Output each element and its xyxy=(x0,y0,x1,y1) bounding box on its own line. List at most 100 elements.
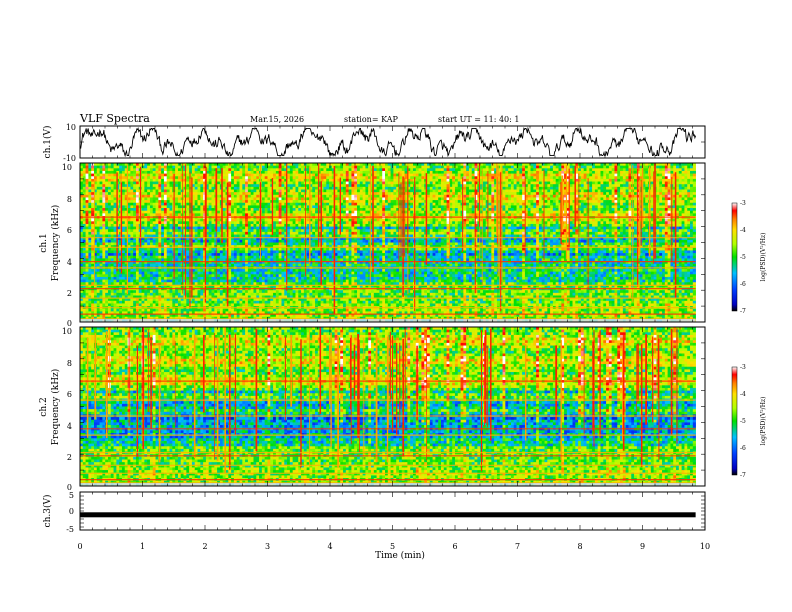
spectrogram-cell xyxy=(133,240,136,243)
spectrogram-cell xyxy=(164,253,167,256)
spectrogram-cell xyxy=(128,171,131,174)
spectrogram-cell xyxy=(147,258,150,261)
spectrogram-cell xyxy=(108,224,111,227)
spectrogram-cell xyxy=(128,211,131,214)
spectrogram-cell xyxy=(156,301,159,304)
spectrogram-cell xyxy=(102,176,105,179)
spectrogram-cell xyxy=(122,224,125,227)
spectrogram-cell xyxy=(122,290,125,293)
spectrogram-cell xyxy=(97,303,100,306)
spectrogram-cell xyxy=(133,243,136,246)
spectrogram-cell xyxy=(147,221,150,224)
spectrogram-cell xyxy=(158,211,161,214)
spectrogram-cell xyxy=(100,182,103,185)
spectrogram-cell xyxy=(108,197,111,200)
spectrogram-cell xyxy=(156,176,159,179)
spectrogram-cell xyxy=(83,264,86,267)
spectrogram-cell xyxy=(114,208,117,211)
spectrogram-cell xyxy=(147,224,150,227)
spectrogram-cell xyxy=(150,200,153,203)
spectrogram-cell xyxy=(153,192,156,195)
spectrogram-cell xyxy=(88,205,91,208)
spectrogram-cell xyxy=(142,303,145,306)
spectrogram-cell xyxy=(83,195,86,198)
spectrogram-cell xyxy=(108,253,111,256)
spectrogram-cell xyxy=(122,277,125,280)
spectrogram-cell xyxy=(147,253,150,256)
spectrogram-cell xyxy=(133,269,136,272)
spectrogram-cell xyxy=(88,179,91,182)
spectrogram-cell xyxy=(161,166,164,169)
spectrogram-cell xyxy=(158,301,161,304)
spectrogram-cell xyxy=(142,190,145,193)
spectrogram-cell xyxy=(128,272,131,275)
spectrogram-cell xyxy=(108,235,111,238)
spectrogram-cell xyxy=(150,269,153,272)
spectrogram-cell xyxy=(122,229,125,232)
spectrogram-cell xyxy=(111,280,114,283)
spectrogram-cell xyxy=(114,224,117,227)
spectrogram-cell xyxy=(144,258,147,261)
spectrogram-cell xyxy=(111,303,114,306)
spectrogram-cell xyxy=(136,213,139,216)
spectrogram-cell xyxy=(102,277,105,280)
spectrogram-cell xyxy=(128,176,131,179)
spectrogram-cell xyxy=(102,200,105,203)
spectrogram-cell xyxy=(91,166,94,169)
spectrogram-cell xyxy=(128,269,131,272)
spectrogram-cell xyxy=(86,205,89,208)
spectrogram-cell xyxy=(111,232,114,235)
spectrogram-cell xyxy=(136,282,139,285)
spectrogram-cell xyxy=(105,277,108,280)
spectrogram-cell xyxy=(91,190,94,193)
spectrogram-cell xyxy=(150,208,153,211)
spectrogram-cell xyxy=(91,197,94,200)
spectrogram-cell xyxy=(136,168,139,171)
spectrogram-cell xyxy=(83,301,86,304)
spectrogram-cell xyxy=(164,293,167,296)
spectrogram-cell xyxy=(164,221,167,224)
spectrogram-cell xyxy=(153,264,156,267)
spectrogram-cell xyxy=(122,256,125,259)
spectrogram-cell xyxy=(111,248,114,251)
spectrogram-cell xyxy=(136,243,139,246)
spectrogram-cell xyxy=(100,219,103,222)
spectrogram-cell xyxy=(97,219,100,222)
spectrogram-cell xyxy=(136,290,139,293)
spectrogram-cell xyxy=(142,221,145,224)
spectrogram-cell xyxy=(128,243,131,246)
spectrogram-cell xyxy=(136,176,139,179)
spectrogram-cell xyxy=(144,179,147,182)
spectrogram-cell xyxy=(125,301,128,304)
spectrogram-cell xyxy=(88,282,91,285)
spectrogram-cell xyxy=(91,219,94,222)
spectrogram-cell xyxy=(130,192,133,195)
spectrogram-cell xyxy=(156,235,159,238)
spectrogram-cell xyxy=(164,274,167,277)
spectrogram-cell xyxy=(108,213,111,216)
spectrogram-cell xyxy=(156,168,159,171)
spectrogram-cell xyxy=(102,168,105,171)
spectrogram-cell xyxy=(164,235,167,238)
spectrogram-cell xyxy=(100,301,103,304)
spectrogram-cell xyxy=(97,171,100,174)
spectrogram-cell xyxy=(91,290,94,293)
spectrogram-cell xyxy=(156,187,159,190)
start-ut-label: start UT = 11: 40: 1 xyxy=(438,115,519,124)
spectrogram-cell xyxy=(158,174,161,177)
spectrogram-cell xyxy=(158,274,161,277)
spectrogram-cell xyxy=(105,166,108,169)
spectrogram-cell xyxy=(111,250,114,253)
spectrogram-cell xyxy=(102,205,105,208)
spectrogram-cell xyxy=(150,203,153,206)
spectrogram-cell xyxy=(130,290,133,293)
spectrogram-cell xyxy=(97,301,100,304)
spectrogram-cell xyxy=(86,269,89,272)
spectrogram-cell xyxy=(108,205,111,208)
spectrogram-cell xyxy=(144,171,147,174)
spectrogram-cell xyxy=(136,240,139,243)
spectrogram-cell xyxy=(128,293,131,296)
spectrogram-cell xyxy=(111,301,114,304)
spectrogram-cell xyxy=(139,303,142,306)
spectrogram-cell xyxy=(147,227,150,230)
